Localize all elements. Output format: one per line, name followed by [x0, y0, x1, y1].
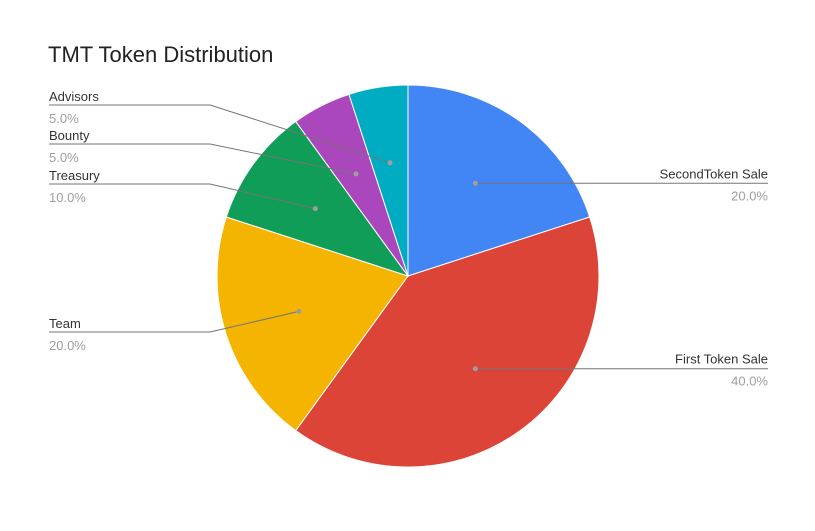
slice-label-advisors: Advisors — [49, 89, 99, 104]
slice-label-secondtoken-sale: SecondToken Sale — [660, 166, 768, 181]
slice-percent-treasury: 10.0% — [49, 190, 86, 205]
chart-title: TMT Token Distribution — [48, 42, 274, 67]
pie-slice-advisors — [348, 84, 409, 277]
pie-slice-secondtoken-sale — [407, 84, 591, 277]
slice-percent-advisors: 5.0% — [49, 111, 79, 126]
leader-dot-bounty — [353, 171, 359, 177]
leader-dot-first-token-sale — [472, 366, 478, 372]
slice-label-bounty: Bounty — [49, 128, 90, 143]
pie-slice-first-token-sale — [295, 216, 600, 468]
leader-dot-secondtoken-sale — [472, 180, 478, 186]
pie-slice-treasury — [225, 120, 410, 277]
slice-percent-first-token-sale: 40.0% — [731, 374, 768, 389]
slice-percent-team: 20.0% — [49, 338, 86, 353]
pie-slice-team — [216, 216, 409, 432]
slice-label-treasury: Treasury — [49, 168, 100, 183]
slice-percent-bounty: 5.0% — [49, 150, 79, 165]
leader-line-bounty — [49, 143, 357, 175]
leader-line-advisors — [49, 104, 391, 164]
leader-line-treasury — [49, 183, 316, 210]
leader-dot-advisors — [387, 160, 393, 166]
leader-line-team — [49, 310, 300, 333]
slice-label-team: Team — [49, 316, 81, 331]
slice-percent-secondtoken-sale: 20.0% — [731, 188, 768, 203]
slice-label-first-token-sale: First Token Sale — [675, 352, 768, 367]
leader-dot-treasury — [312, 206, 318, 212]
leader-dot-team — [296, 308, 302, 314]
